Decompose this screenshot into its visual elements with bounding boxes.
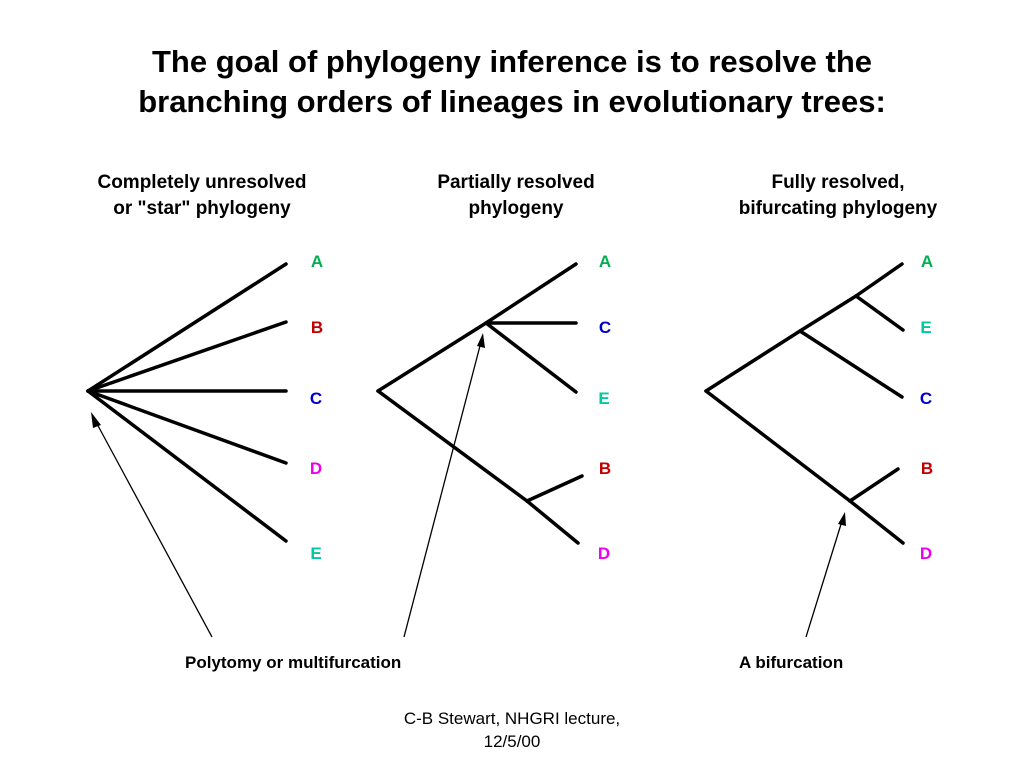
tree-heading-partial-line-1: Partially resolved <box>437 172 595 193</box>
full-leaf-label: B <box>921 459 933 478</box>
tree-heading-partial: Partially resolved phylogeny <box>366 170 666 222</box>
partial-leaf-label: C <box>599 318 611 337</box>
partial-leaf-label: B <box>599 459 611 478</box>
tree-heading-unresolved: Completely unresolved or "star" phylogen… <box>52 170 352 222</box>
full-branch-d <box>848 499 905 545</box>
full-leaf-label: A <box>921 252 933 271</box>
partial-branch-a <box>484 262 578 325</box>
tree-heading-unresolved-line-1: Completely unresolved <box>97 172 307 193</box>
partial-leaf-label: E <box>598 389 609 408</box>
footer-credit: C-B Stewart, NHGRI lecture, 12/5/00 <box>362 707 662 753</box>
tree-heading-full: Fully resolved, bifurcating phylogeny <box>688 170 988 222</box>
partial-leaf-label: D <box>598 544 610 563</box>
arrow-shaft <box>805 520 843 638</box>
footer-credit-line-2: 12/5/00 <box>483 732 541 751</box>
arrow-head-icon <box>838 512 846 526</box>
partial-branch-d <box>525 499 580 545</box>
partial-leaf-label: A <box>599 252 611 271</box>
partial-branch-b <box>525 474 584 503</box>
arrow-shaft <box>95 421 213 638</box>
arrow-to-partial-node <box>403 333 485 638</box>
star-leaf-label: A <box>311 252 323 271</box>
star-tree: A B C D E <box>86 252 323 563</box>
full-branch-ae-node <box>798 294 858 333</box>
partial-tree: A C E B D <box>376 252 611 563</box>
star-leaf-label: E <box>310 544 321 563</box>
star-branch-b <box>86 320 288 393</box>
full-branch-root-lower <box>704 389 852 503</box>
partial-branch-root-upper <box>376 321 488 393</box>
footer-credit-line-1: C-B Stewart, NHGRI lecture, <box>403 709 621 728</box>
arrow-to-star-node <box>91 412 213 638</box>
full-tree: A E C B D <box>704 252 933 563</box>
full-leaf-label: D <box>920 544 932 563</box>
arrow-head-icon <box>91 412 101 428</box>
star-branch-d <box>86 389 288 465</box>
tree-heading-full-line-1: Fully resolved, <box>771 172 905 193</box>
full-branch-a <box>854 262 904 298</box>
partial-branch-root-lower <box>376 389 529 503</box>
slide-title-line-1: The goal of phylogeny inference is to re… <box>151 44 873 79</box>
star-leaf-label: B <box>311 318 323 337</box>
full-branch-c <box>798 329 904 399</box>
full-leaf-label: E <box>920 318 931 337</box>
partial-branch-e <box>484 321 578 394</box>
arrow-to-bifurcation-node <box>805 512 846 638</box>
star-branch-a <box>86 262 288 393</box>
full-leaf-label: C <box>920 389 932 408</box>
tree-heading-partial-line-2: phylogeny <box>468 198 564 219</box>
tree-heading-unresolved-line-2: or "star" phylogeny <box>113 198 291 219</box>
star-branch-e <box>86 389 288 543</box>
star-leaf-label: D <box>310 459 322 478</box>
full-branch-root-upper <box>704 329 802 393</box>
full-branch-b <box>848 467 900 503</box>
caption-polytomy: Polytomy or multifurcation <box>185 653 402 672</box>
slide-title: The goal of phylogeny inference is to re… <box>40 42 984 122</box>
arrow-shaft <box>403 341 482 638</box>
slide-title-line-2: branching orders of lineages in evolutio… <box>138 84 886 119</box>
full-branch-e <box>854 294 905 332</box>
star-leaf-label: C <box>310 389 322 408</box>
tree-heading-full-line-2: bifurcating phylogeny <box>738 198 938 219</box>
arrow-head-icon <box>477 333 485 348</box>
caption-bifurcation: A bifurcation <box>739 653 844 672</box>
